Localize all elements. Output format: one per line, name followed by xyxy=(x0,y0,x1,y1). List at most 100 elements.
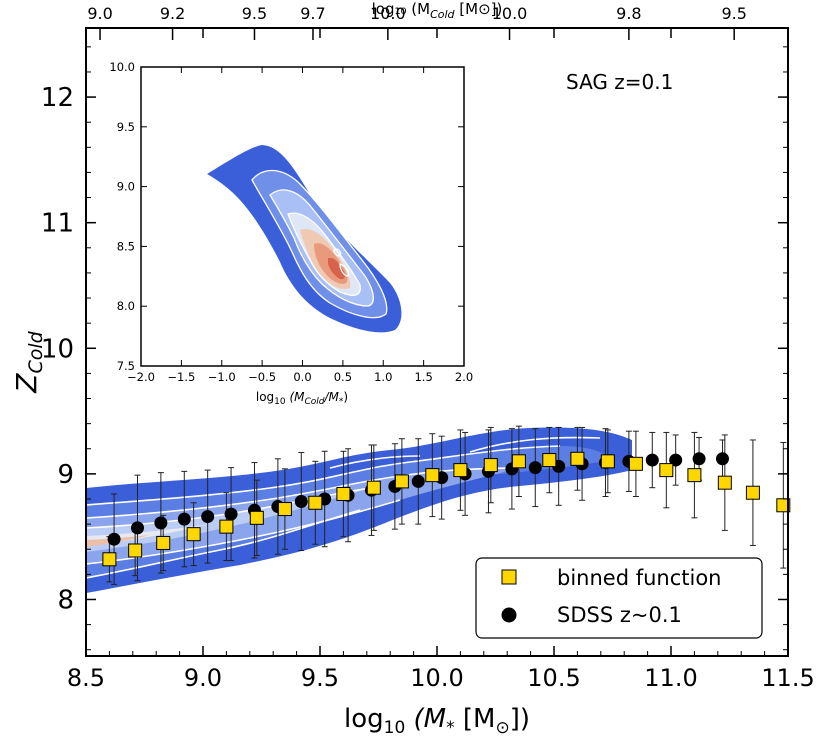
inset-contour-7 xyxy=(328,257,345,280)
binned-markers xyxy=(102,451,791,567)
inset-x-ticks: −2.0 −1.5 −1.0 −0.5 0.0 0.5 1.0 1.5 2.0 xyxy=(127,67,473,384)
inset-density-contours xyxy=(207,145,402,333)
top-tick-label: 9.0 xyxy=(87,4,112,23)
binned-point xyxy=(453,463,468,478)
legend-marker-binned xyxy=(501,569,517,585)
y-axis-ticks: 8 9 10 11 12 xyxy=(41,46,788,651)
inset-y-tick-label: 10.0 xyxy=(109,60,135,74)
sdss-point xyxy=(154,516,168,530)
x-tick-label: 11.0 xyxy=(644,664,697,692)
y-tick-label: 11 xyxy=(41,209,74,239)
inset-x-tick-label: 0.0 xyxy=(293,370,311,384)
inset-plot: −2.0 −1.5 −1.0 −0.5 0.0 0.5 1.0 1.5 2.0 7.5 8.0 8.… xyxy=(109,60,473,407)
x-tick-label: 9.0 xyxy=(184,664,222,692)
sdss-point xyxy=(294,495,308,509)
y-tick-label: 12 xyxy=(41,83,74,113)
binned-point xyxy=(277,502,292,517)
binned-point xyxy=(745,485,760,500)
legend-box xyxy=(475,557,763,639)
x-tick-label: 11.5 xyxy=(761,664,814,692)
binned-point xyxy=(394,474,409,489)
binned-point xyxy=(102,552,117,567)
x-tick-label: 10.5 xyxy=(527,664,580,692)
contour-line xyxy=(329,455,421,469)
top-axis-ticks: 9.0 9.2 9.5 9.7 10.0 10.0 9.8 9.5 xyxy=(87,4,747,40)
top-tick-label: 10.0 xyxy=(492,4,528,23)
sdss-point xyxy=(411,474,425,488)
sdss-point xyxy=(715,452,729,466)
inset-contour-line xyxy=(287,212,361,296)
y-tick-label: 10 xyxy=(41,334,74,364)
x-tick-label: 8.5 xyxy=(67,664,105,692)
inset-x-axis-label: log10 (MCold/M*) xyxy=(256,390,348,407)
contour-line xyxy=(469,436,601,453)
y-tick-label: 8 xyxy=(57,585,74,615)
binned-point xyxy=(542,453,557,468)
inset-x-tick-label: −1.5 xyxy=(167,370,195,384)
inset-x-tick-label: −1.0 xyxy=(208,370,236,384)
inset-y-tick-label: 7.5 xyxy=(117,359,135,373)
inset-contour-lines xyxy=(251,169,388,319)
top-tick-label: 9.8 xyxy=(616,4,641,23)
inset-contour-line xyxy=(339,263,350,277)
x-tick-label: 10.0 xyxy=(410,664,463,692)
inset-x-tick-label: 0.5 xyxy=(334,370,352,384)
inset-y-tick-label: 9.0 xyxy=(117,180,135,194)
legend: binned function SDSS z~0.1 xyxy=(475,557,763,639)
y-axis-label: ZCold xyxy=(10,330,47,393)
binned-point xyxy=(511,454,526,469)
sdss-point xyxy=(177,512,191,526)
binned-point xyxy=(128,543,143,558)
inset-contour-line xyxy=(251,169,388,319)
top-tick-label: 10.0 xyxy=(370,4,406,23)
sdss-point xyxy=(201,510,215,524)
binned-point xyxy=(483,458,498,473)
legend-label-sdss: SDSS z~0.1 xyxy=(557,603,682,627)
binned-point xyxy=(308,495,323,510)
legend-marker-sdss xyxy=(501,607,517,623)
inset-contour-line xyxy=(333,248,342,257)
sag-annotation: SAG z=0.1 xyxy=(566,70,673,94)
inset-y-tick-label: 8.0 xyxy=(117,299,135,313)
binned-point xyxy=(687,468,702,483)
inset-y-tick-label: 8.5 xyxy=(117,239,135,253)
legend-label-binned: binned function xyxy=(557,566,722,590)
inset-y-ticks: 7.5 8.0 8.5 9.0 9.5 10.0 xyxy=(109,60,464,373)
binned-point xyxy=(219,519,234,534)
x-tick-label: 9.5 xyxy=(301,664,339,692)
inset-x-tick-label: 2.0 xyxy=(455,370,473,384)
binned-point xyxy=(717,475,732,490)
sdss-point xyxy=(130,521,144,535)
sdss-point xyxy=(645,453,659,467)
binned-point xyxy=(249,510,264,525)
binned-point xyxy=(570,451,585,466)
top-tick-label: 9.5 xyxy=(242,4,267,23)
top-tick-label: 9.2 xyxy=(160,4,185,23)
x-axis-label: log10 (M* [M⊙]) xyxy=(344,704,530,738)
inset-x-tick-label: 1.5 xyxy=(414,370,432,384)
top-axis-label: log₁₀ (MCold [M⊙]) xyxy=(372,0,503,21)
sdss-point xyxy=(692,452,706,466)
binned-point xyxy=(659,463,674,478)
binned-point xyxy=(600,454,615,469)
top-tick-label: 9.7 xyxy=(300,4,325,23)
binned-point xyxy=(366,480,381,495)
sdss-point xyxy=(528,461,542,475)
binned-point xyxy=(336,486,351,501)
sdss-point xyxy=(224,507,238,521)
inset-x-tick-label: −0.5 xyxy=(248,370,276,384)
inset-y-tick-label: 9.5 xyxy=(117,120,135,134)
binned-point xyxy=(628,456,643,471)
y-tick-label: 9 xyxy=(57,460,74,490)
inset-x-tick-label: 1.0 xyxy=(374,370,392,384)
contour-line xyxy=(85,467,521,519)
contour-line xyxy=(85,445,561,506)
sdss-point xyxy=(107,532,121,546)
binned-point xyxy=(156,535,171,550)
inset-contour-line xyxy=(269,189,374,307)
x-axis-ticks: 8.5 9.0 9.5 10.0 10.5 11.0 11.5 xyxy=(67,28,815,692)
binned-point xyxy=(425,468,440,483)
inset-x-tick-label: −2.0 xyxy=(127,370,155,384)
top-tick-label: 9.5 xyxy=(721,4,746,23)
